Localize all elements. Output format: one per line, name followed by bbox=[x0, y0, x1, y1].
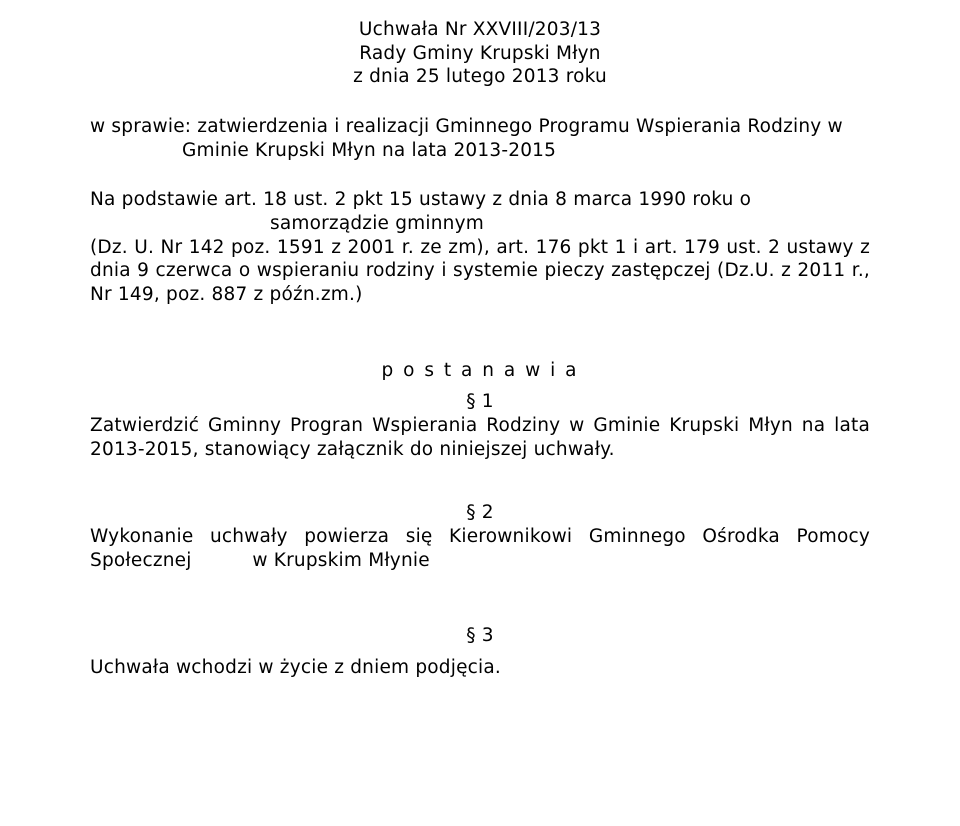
section-2-number: § 2 bbox=[90, 501, 870, 525]
legal-basis-line-2: samorządzie gminnym bbox=[90, 212, 870, 236]
council-name: Rady Gminy Krupski Młyn bbox=[90, 42, 870, 66]
enacts-label: p o s t a n a w i a bbox=[90, 359, 870, 383]
resolution-number: Uchwała Nr XXVIII/203/13 bbox=[90, 18, 870, 42]
legal-basis-line-1: Na podstawie art. 18 ust. 2 pkt 15 ustaw… bbox=[90, 188, 870, 212]
subject-line-2: Gminie Krupski Młyn na lata 2013-2015 bbox=[90, 139, 870, 163]
section-2-text: Wykonanie uchwały powierza się Kierownik… bbox=[90, 525, 870, 572]
section-1-number: § 1 bbox=[90, 390, 870, 414]
document-page: Uchwała Nr XXVIII/203/13 Rady Gminy Krup… bbox=[0, 0, 960, 826]
resolution-date: z dnia 25 lutego 2013 roku bbox=[90, 65, 870, 89]
legal-basis-line-3: (Dz. U. Nr 142 poz. 1591 z 2001 r. ze zm… bbox=[90, 236, 870, 307]
subject-line-1: w sprawie: zatwierdzenia i realizacji Gm… bbox=[90, 115, 870, 139]
section-3-text: Uchwała wchodzi w życie z dniem podjęcia… bbox=[90, 656, 870, 680]
section-3-number: § 3 bbox=[90, 624, 870, 648]
section-1-text: Zatwierdzić Gminny Progran Wspierania Ro… bbox=[90, 414, 870, 461]
